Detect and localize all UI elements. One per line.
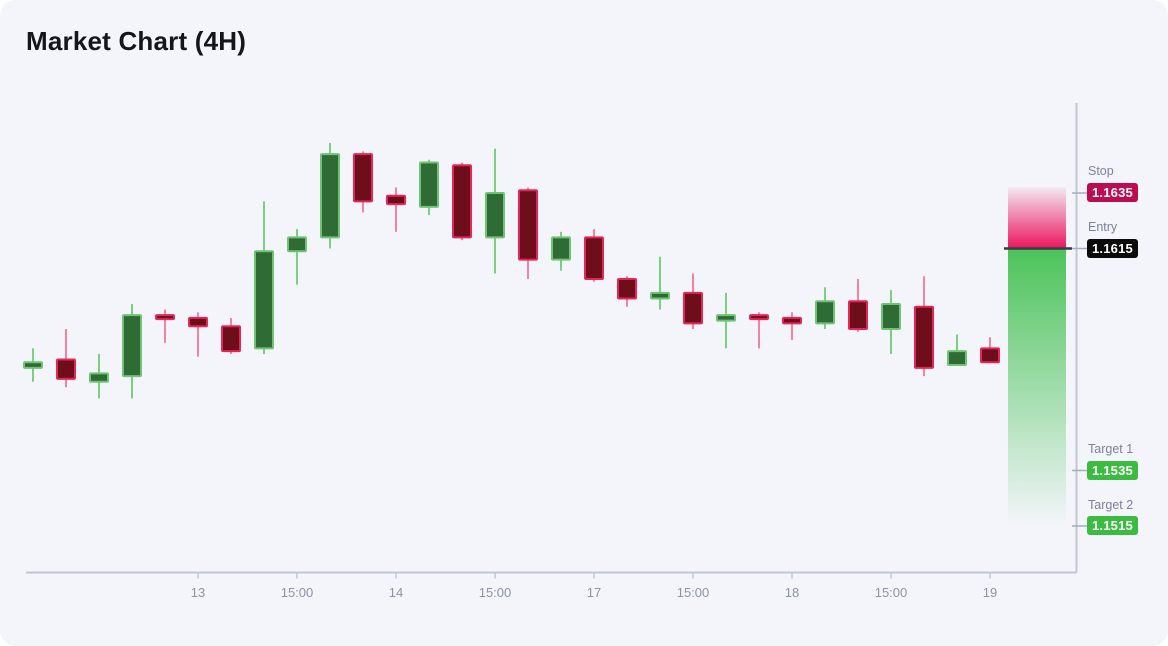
bear-candle-body <box>980 347 1000 364</box>
bull-candle-body <box>650 291 670 300</box>
bear-candle-body <box>683 291 703 325</box>
time-axis-label: 15:00 <box>677 585 710 600</box>
time-axis-label: 15:00 <box>875 585 908 600</box>
bull-candle-body <box>287 236 307 253</box>
target1-label: Target 1 <box>1088 442 1134 456</box>
bull-candle-body <box>551 236 571 261</box>
stop-label: Stop <box>1088 164 1114 178</box>
bear-candle-body <box>914 305 934 369</box>
target2-price-badge: 1.1515 <box>1087 516 1138 535</box>
stop-price-badge: 1.1635 <box>1087 183 1138 202</box>
target1-price-badge: 1.1535 <box>1087 461 1138 480</box>
time-axis-label: 14 <box>389 585 403 600</box>
bear-candle-body <box>221 325 241 353</box>
time-axis-label: 13 <box>191 585 205 600</box>
bear-candle-body <box>749 314 769 321</box>
entry-price-badge: 1.1615 <box>1087 239 1138 258</box>
target2-label: Target 2 <box>1088 498 1134 512</box>
entry-label: Entry <box>1088 220 1118 234</box>
bear-candle-body <box>56 358 76 380</box>
bull-candle-body <box>122 314 142 378</box>
bull-candle-body <box>716 314 736 322</box>
time-axis-label: 15:00 <box>479 585 512 600</box>
time-axis-label: 15:00 <box>281 585 314 600</box>
page-title: Market Chart (4H) <box>26 26 247 56</box>
time-axis-label: 18 <box>785 585 799 600</box>
bull-candle-body <box>23 361 43 369</box>
bull-candle-body <box>485 192 505 239</box>
bull-candle-body <box>881 303 901 330</box>
time-axis-label: 17 <box>587 585 601 600</box>
bear-candle-body <box>848 300 868 330</box>
bear-candle-body <box>155 314 175 321</box>
bear-candle-body <box>782 316 802 325</box>
bear-candle-body <box>617 278 637 300</box>
bull-candle-body <box>254 250 274 350</box>
time-axis-label: 19 <box>983 585 997 600</box>
bear-candle-body <box>386 194 406 206</box>
bull-candle-body <box>89 372 109 383</box>
bear-candle-body <box>452 164 472 239</box>
bull-candle-body <box>419 161 439 208</box>
bull-candle-body <box>947 350 967 367</box>
reward-zone <box>1008 248 1066 526</box>
bear-candle-body <box>584 236 604 281</box>
bear-candle-body <box>353 153 373 203</box>
risk-zone <box>1008 187 1066 249</box>
bull-candle-body <box>815 300 835 325</box>
bull-candle-body <box>320 153 340 239</box>
bear-candle-body <box>188 316 208 328</box>
bear-candle-body <box>518 189 538 261</box>
